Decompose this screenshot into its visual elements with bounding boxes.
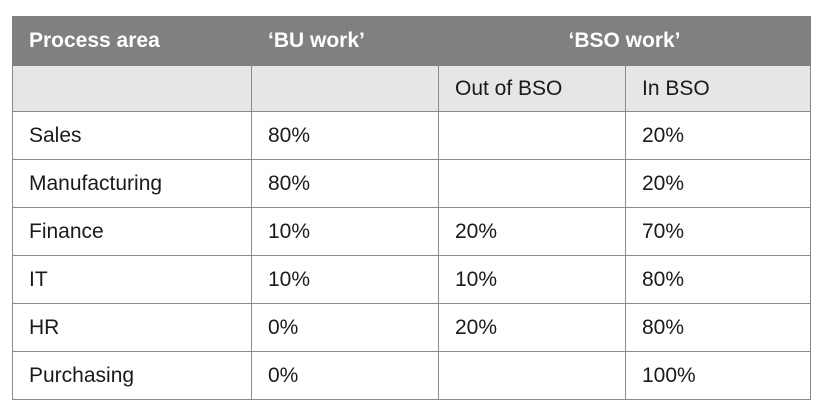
- header-bso-work: ‘BSO work’: [438, 16, 811, 66]
- table-row: IT 10% 10% 80%: [12, 255, 811, 304]
- cell-bu-work: 0%: [251, 303, 439, 352]
- cell-bu-work: 80%: [251, 159, 439, 208]
- subheader-out-of-bso: Out of BSO: [438, 65, 626, 112]
- table-row: HR 0% 20% 80%: [12, 303, 811, 352]
- cell-bu-work: 80%: [251, 111, 439, 160]
- cell-out-of-bso: [438, 159, 626, 208]
- subheader-row: Out of BSO In BSO: [12, 65, 811, 112]
- table-row: Purchasing 0% 100%: [12, 351, 811, 400]
- table-row: Manufacturing 80% 20%: [12, 159, 811, 208]
- cell-process-area: Finance: [12, 207, 252, 256]
- cell-process-area: Purchasing: [12, 351, 252, 400]
- header-row: Process area ‘BU work’ ‘BSO work’: [12, 16, 811, 66]
- subheader-blank-bu: [251, 65, 439, 112]
- cell-bu-work: 10%: [251, 207, 439, 256]
- cell-out-of-bso: [438, 351, 626, 400]
- cell-in-bso: 100%: [625, 351, 811, 400]
- cell-process-area: IT: [12, 255, 252, 304]
- cell-out-of-bso: [438, 111, 626, 160]
- cell-out-of-bso: 20%: [438, 207, 626, 256]
- cell-process-area: Manufacturing: [12, 159, 252, 208]
- cell-bu-work: 0%: [251, 351, 439, 400]
- cell-in-bso: 70%: [625, 207, 811, 256]
- table-row: Sales 80% 20%: [12, 111, 811, 160]
- work-allocation-table: Process area ‘BU work’ ‘BSO work’ Out of…: [12, 16, 811, 400]
- subheader-blank-area: [12, 65, 252, 112]
- cell-out-of-bso: 20%: [438, 303, 626, 352]
- header-bu-work: ‘BU work’: [251, 16, 439, 66]
- cell-out-of-bso: 10%: [438, 255, 626, 304]
- work-allocation-table-container: Process area ‘BU work’ ‘BSO work’ Out of…: [12, 16, 811, 400]
- header-process-area: Process area: [12, 16, 252, 66]
- cell-process-area: HR: [12, 303, 252, 352]
- cell-in-bso: 80%: [625, 303, 811, 352]
- cell-in-bso: 20%: [625, 111, 811, 160]
- cell-in-bso: 80%: [625, 255, 811, 304]
- cell-in-bso: 20%: [625, 159, 811, 208]
- subheader-in-bso: In BSO: [625, 65, 811, 112]
- cell-bu-work: 10%: [251, 255, 439, 304]
- cell-process-area: Sales: [12, 111, 252, 160]
- table-row: Finance 10% 20% 70%: [12, 207, 811, 256]
